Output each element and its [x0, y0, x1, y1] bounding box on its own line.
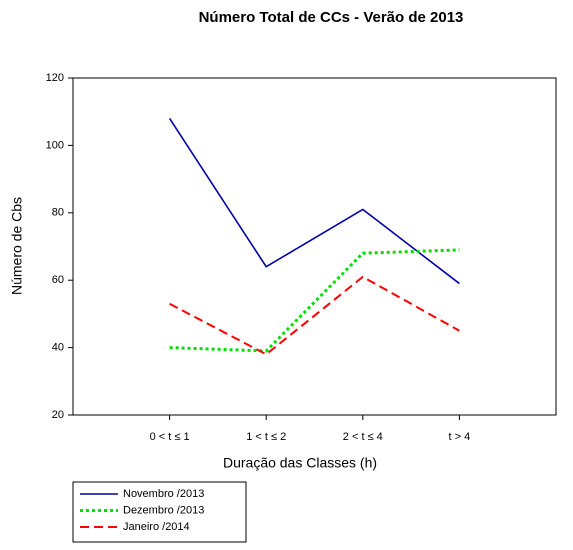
series-line [169, 248, 460, 353]
x-tick-label: 0 < t ≤ 1 [150, 431, 190, 443]
x-tick-label: 2 < t ≤ 4 [343, 431, 383, 443]
y-tick-label: 40 [52, 342, 64, 354]
series-line [169, 275, 460, 356]
y-tick-label: 60 [52, 274, 64, 286]
legend-box [72, 481, 247, 543]
x-tick-label: t > 4 [449, 431, 471, 443]
plot-frame [72, 77, 557, 416]
series-line [168, 118, 460, 285]
chart-title: Número Total de CCs - Verão de 2013 [199, 9, 464, 26]
y-tick-label: 120 [46, 72, 64, 84]
x-axis-label: Duração das Classes (h) [223, 455, 377, 471]
y-tick-label: 80 [52, 207, 64, 219]
legend-label: Janeiro /2014 [123, 521, 190, 533]
legend-label: Novembro /2013 [123, 488, 204, 500]
y-tick-label: 20 [52, 409, 64, 421]
y-tick-label: 100 [46, 139, 64, 151]
legend-label: Dezembro /2013 [123, 504, 204, 516]
x-tick-label: 1 < t ≤ 2 [246, 431, 286, 443]
y-axis-label: Número de Cbs [9, 197, 25, 295]
